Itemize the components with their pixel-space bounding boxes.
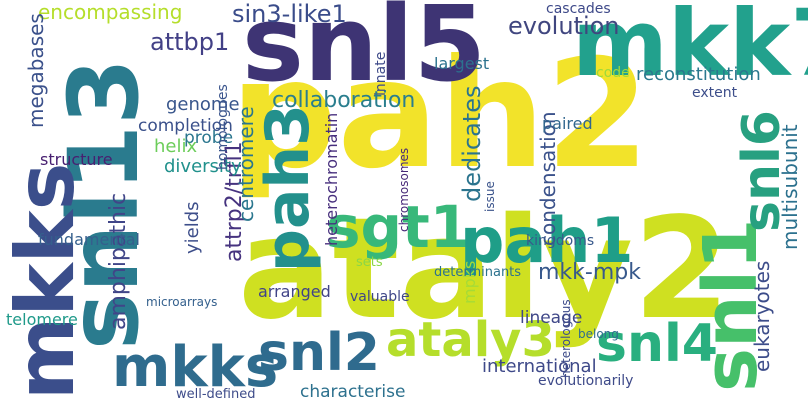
word-snl5: snl5 [242,0,486,105]
word-dedicates: dedicates [458,85,486,202]
word-helix: helix [154,136,198,157]
word-pah3: pah3 [253,104,323,272]
word-mkk7: mkk7 [572,0,808,97]
word-snl2: snl2 [258,323,380,383]
word-microarrays: microarrays [146,295,218,309]
word-kingdoms: kingdoms [526,233,595,249]
word-sgt1: sgt1 [326,193,471,261]
word-sets: sets [356,255,383,270]
word-mkks: mkks [112,335,279,400]
word-lineage: lineage [520,308,583,328]
word-extent: extent [692,85,738,101]
word-arranged: arranged [258,282,331,301]
word-homologues: homologues [215,84,231,170]
word-mkks-vertical: mkks [0,162,92,400]
word-reconstitution: reconstitution [636,64,761,85]
word-ataly2: ataly2 [238,188,731,351]
word-chromosomes: chromosomes [397,147,411,232]
word-yields: yields [182,201,203,254]
word-amphipathic: amphipathic [106,192,131,330]
word-ataly3: ataly3 [386,312,555,368]
word-paired: paired [542,114,593,133]
word-innate: innate [373,51,389,96]
word-characterise: characterise [300,382,406,402]
word-evolution: evolution [508,12,620,40]
word-issue: issue [483,181,497,212]
word-diversity: diversity [164,156,242,177]
word-code: code [596,65,630,81]
word-pah2: pah2 [230,28,650,202]
word-snl4: snl4 [596,314,718,374]
word-genome: genome [166,94,240,115]
word-determinants: determinants [434,265,522,280]
word-multisubunit: multisubunit [778,124,802,250]
word-belong: belong [578,327,619,341]
word-telomere: telomere [6,310,78,329]
word-valuable: valuable [350,289,410,305]
word-sin3-like1: sin3-like1 [232,0,347,28]
word-probe: probe [184,128,234,148]
word-megabases: megabases [24,13,48,128]
word-well-defined: well-defined [176,387,256,402]
word-encompassing: encompassing [38,0,183,24]
word-international: international [482,356,597,377]
word-fundamental: fundamental [38,230,140,249]
word-eukaryotes: eukaryotes [750,260,774,372]
word-cascades: cascades [546,1,611,17]
word-heterologous: heterologous [559,299,573,378]
word-attbp1: attbp1 [150,28,230,56]
word-largest: largest [434,54,490,73]
word-completion: completion [138,116,233,136]
word-heterochromatin: heterochromatin [322,112,341,246]
word-structure: structure [40,150,113,169]
word-collaboration: collaboration [272,88,416,113]
word-evolutionarily: evolutionarily [538,373,634,389]
word-pah1: pah1 [460,204,634,277]
word-mkk-mpk: mkk-mpk [538,260,641,285]
